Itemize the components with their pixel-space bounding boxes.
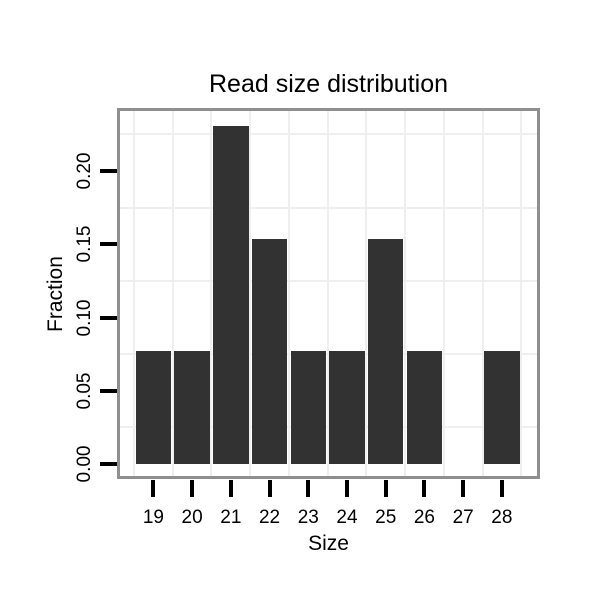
plot-panel: [117, 108, 540, 479]
x-axis-tick: [461, 480, 466, 497]
x-tick-label: 23: [297, 507, 319, 528]
y-tick-label: 0.05: [74, 372, 95, 410]
bar-size-26: [406, 351, 443, 464]
gridline-vertical: [520, 111, 523, 476]
gridline-vertical: [326, 111, 329, 476]
y-tick-label: 0.20: [74, 152, 95, 190]
x-tick-label: 28: [491, 507, 513, 528]
bar-size-28: [484, 351, 520, 464]
gridline-vertical: [481, 111, 484, 476]
chart-title: Read size distribution: [208, 70, 448, 98]
x-axis-tick: [422, 480, 427, 497]
x-tick-label: 20: [181, 507, 203, 528]
bar-size-25: [367, 238, 404, 464]
y-tick-label: 0.10: [74, 299, 95, 336]
y-axis-title: Fraction: [44, 256, 67, 332]
x-axis-tick: [190, 480, 195, 497]
x-tick-label: 25: [375, 507, 397, 528]
bar-size-19: [135, 351, 172, 464]
x-tick-label: 22: [258, 507, 281, 528]
x-tick-label: 21: [220, 507, 242, 528]
y-axis-tick: [100, 242, 117, 247]
x-tick-label: 19: [142, 507, 164, 528]
gridline-vertical: [249, 111, 252, 476]
gridline-vertical: [365, 111, 368, 476]
x-axis-tick: [499, 480, 504, 497]
y-axis-tick: [100, 388, 117, 393]
bar-size-22: [251, 238, 288, 464]
x-axis-tick: [383, 480, 388, 497]
bar-size-21: [213, 125, 249, 464]
bar-size-24: [329, 351, 365, 464]
x-axis-tick: [306, 480, 311, 497]
bar-size-23: [290, 351, 327, 464]
gridline-horizontal: [120, 279, 537, 282]
x-axis-tick: [228, 480, 233, 497]
x-axis-tick: [151, 480, 156, 497]
gridline-vertical: [171, 111, 174, 476]
y-axis-tick: [100, 169, 117, 173]
x-tick-label: 27: [452, 507, 474, 528]
x-tick-label: 26: [413, 507, 435, 528]
x-axis-title: Size: [308, 532, 349, 555]
y-axis-tick: [100, 462, 117, 466]
gridline-vertical: [442, 111, 445, 476]
gridline-horizontal: [120, 133, 537, 136]
x-tick-label: 24: [336, 507, 358, 528]
y-axis-tick: [100, 315, 117, 320]
y-tick-label: 0.15: [74, 225, 95, 263]
y-tick-label: 0.00: [74, 445, 95, 483]
gridline-vertical: [404, 111, 407, 476]
bar-size-20: [174, 351, 210, 464]
gridline-vertical: [210, 111, 213, 476]
x-axis-tick: [345, 480, 349, 497]
gridline-vertical: [133, 111, 136, 476]
gridline-horizontal: [120, 426, 537, 429]
gridline-vertical: [287, 111, 290, 476]
x-axis-tick: [267, 480, 272, 497]
gridline-horizontal: [120, 353, 537, 356]
gridline-horizontal: [120, 206, 537, 209]
